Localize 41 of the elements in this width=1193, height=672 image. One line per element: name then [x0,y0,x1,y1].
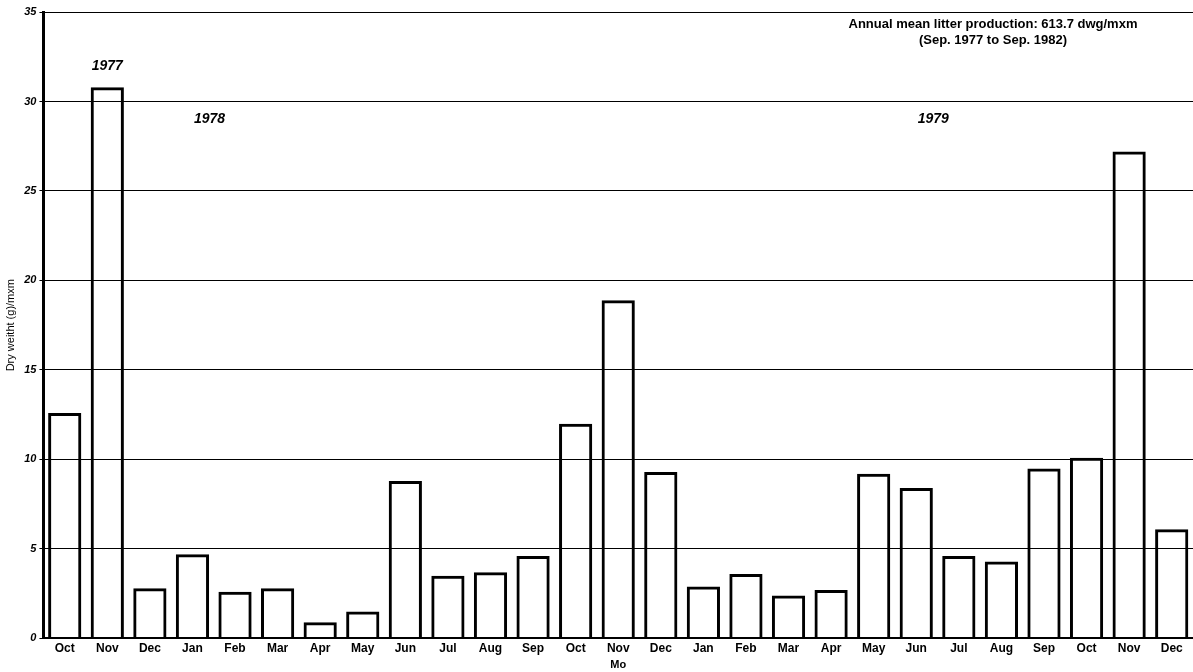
annotation: 1978 [193,110,226,127]
annotation: 1977 [91,56,125,73]
x-tick-label: May [351,640,375,655]
x-tick-label: Nov [95,640,119,655]
x-tick-label: Feb [735,640,757,655]
y-tick-label: 15 [24,362,38,375]
x-tick-label: Sep [1032,640,1055,655]
annotation: Annual mean litter production: 613.7 dwg/mxm (Sep. 1977 to Sep. 1982) [848,16,1138,48]
annotation: 1979 [917,110,950,127]
x-tick-label: Oct [565,640,586,655]
x-tick-label: Aug [478,640,503,655]
y-tick-label: 35 [24,5,38,18]
y-tick-label: 0 [30,631,38,644]
x-tick-label: Jul [439,640,457,655]
y-tick-label: 20 [23,273,38,286]
x-tick-label: Mar [777,640,800,655]
x-tick-label: Feb [224,640,246,655]
x-tick-label: Apr [820,640,842,655]
x-tick-label: Dec [138,640,162,655]
x-tick-label: Nov [606,640,630,655]
x-tick-label: Jun [394,640,417,655]
y-tick-label: 10 [24,452,38,465]
x-tick-label: Sep [522,640,545,655]
x-tick-label: Jan [182,640,203,655]
x-axis-title: Mo [610,658,627,671]
x-tick-label: Mar [266,640,289,655]
y-tick-label: 30 [24,94,38,107]
x-tick-label: Apr [309,640,331,655]
x-tick-label: Jan [693,640,714,655]
x-tick-label: May [862,640,886,655]
x-tick-label: Oct [54,640,75,655]
y-tick-label: 5 [30,541,38,554]
y-axis-title: Dry weitht (g)/mxm [3,279,16,372]
x-tick-label: Nov [1117,640,1141,655]
x-tick-label: Jul [950,640,968,655]
x-tick-label: Dec [1160,640,1184,655]
x-tick-label: Oct [1076,640,1097,655]
y-tick-label: 25 [23,184,38,196]
x-tick-label: Dec [649,640,673,655]
x-tick-label: Aug [989,640,1014,655]
x-tick-label: Jun [905,640,927,655]
